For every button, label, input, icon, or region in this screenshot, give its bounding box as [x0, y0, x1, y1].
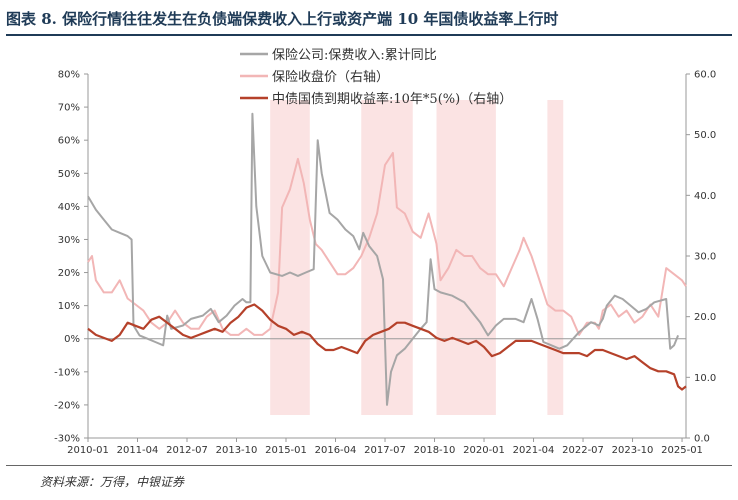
x-tick-label: 2025-01 — [661, 445, 703, 456]
left-tick-label: 10% — [58, 301, 80, 312]
shaded-period-2 — [361, 100, 413, 415]
legend-label-bond: 中债国债到期收益率:10年*5(%)（右轴） — [272, 91, 512, 107]
x-tick-label: 2012-07 — [166, 445, 208, 456]
right-tick-label: 60.0 — [694, 70, 716, 81]
left-tick-label: 60% — [58, 136, 80, 147]
shaded-period-1 — [270, 100, 310, 415]
left-tick-label: 50% — [58, 169, 80, 180]
x-tick-label: 2021-04 — [513, 445, 555, 456]
shaded-period-3 — [436, 100, 496, 415]
left-tick-label: 0% — [64, 334, 80, 345]
left-tick-label: 20% — [58, 268, 80, 279]
x-tick-label: 2023-10 — [612, 445, 654, 456]
series-lines — [87, 112, 687, 406]
right-tick-label: 50.0 — [694, 130, 716, 141]
x-tick-label: 2017-07 — [364, 445, 406, 456]
left-tick-label: -10% — [54, 367, 80, 378]
axes: -30% -20% -10% 0% 10% 20% 30% 40% 50% 60% 70% 80% 0.… — [54, 70, 716, 457]
series-line-premium — [87, 112, 680, 406]
x-tick-label: 2020-01 — [463, 445, 505, 456]
x-tick-label: 2016-04 — [315, 445, 357, 456]
x-tick-label: 2015-01 — [265, 445, 307, 456]
left-tick-label: 80% — [58, 70, 80, 81]
shaded-periods — [270, 100, 564, 415]
left-tick-label: -30% — [54, 434, 80, 445]
right-tick-label: 0.0 — [694, 434, 710, 445]
x-tick-label: 2018-10 — [414, 445, 456, 456]
right-tick-label: 40.0 — [694, 191, 716, 202]
series-line-bond — [87, 303, 687, 391]
left-tick-label: -20% — [54, 400, 80, 411]
source-note: 资料来源：万得，中银证券 — [40, 475, 185, 489]
chart-svg: -30% -20% -10% 0% 10% 20% 30% 40% 50% 60% 70% 80% 0.… — [54, 48, 716, 457]
x-tick-label: 2022-07 — [562, 445, 604, 456]
shaded-period-4 — [547, 100, 564, 415]
bottom-rule — [6, 465, 732, 466]
left-tick-label: 30% — [58, 235, 80, 246]
title-rule — [6, 34, 732, 36]
x-tick-label: 2010-01 — [67, 445, 109, 456]
left-tick-label: 40% — [58, 202, 80, 213]
left-tick-label: 70% — [58, 103, 80, 114]
legend-label-premium: 保险公司:保费收入:累计同比 — [272, 48, 437, 63]
chart-title: 图表 8. 保险行情往往发生在负债端保费收入上行或资产端 10 年国债收益率上行… — [6, 10, 559, 28]
x-tick-label: 2011-04 — [117, 445, 159, 456]
right-tick-label: 10.0 — [694, 373, 716, 384]
x-tick-label: 2013-10 — [216, 445, 258, 456]
legend-label-index: 保险收盘价（右轴） — [272, 69, 389, 85]
right-tick-label: 20.0 — [694, 312, 716, 323]
right-tick-label: 30.0 — [694, 252, 716, 263]
